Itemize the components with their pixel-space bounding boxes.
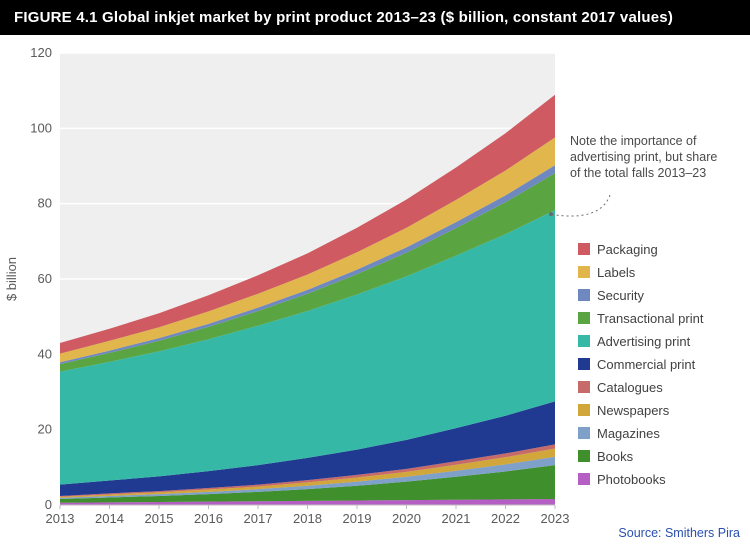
- source-text: Source: Smithers Pira: [618, 526, 740, 540]
- legend-label: Catalogues: [597, 380, 663, 395]
- y-tick-label: 120: [30, 45, 52, 60]
- legend-item-catalogues: Catalogues: [578, 380, 663, 395]
- x-tick-label: 2023: [541, 511, 570, 526]
- legend-label: Commercial print: [597, 357, 696, 372]
- y-tick-label: 0: [45, 497, 52, 512]
- legend-label: Packaging: [597, 242, 658, 257]
- legend-label: Labels: [597, 265, 636, 280]
- legend-label: Advertising print: [597, 334, 691, 349]
- legend-item-labels: Labels: [578, 265, 636, 280]
- legend-item-books: Books: [578, 449, 634, 464]
- x-tick-label: 2015: [145, 511, 174, 526]
- legend-label: Magazines: [597, 426, 660, 441]
- x-tick-label: 2019: [343, 511, 372, 526]
- annotation-text: of the total falls 2013–23: [570, 166, 706, 180]
- annotation-text: Note the importance of: [570, 134, 697, 148]
- legend-item-packaging: Packaging: [578, 242, 658, 257]
- y-tick-label: 100: [30, 120, 52, 135]
- legend-item-magazines: Magazines: [578, 426, 660, 441]
- y-tick-label: 80: [38, 196, 52, 211]
- legend-label: Photobooks: [597, 472, 666, 487]
- y-tick-label: 20: [38, 422, 52, 437]
- legend-label: Security: [597, 288, 644, 303]
- x-tick-label: 2014: [95, 511, 124, 526]
- x-tick-label: 2022: [491, 511, 520, 526]
- legend-item-photobooks: Photobooks: [578, 472, 666, 487]
- y-axis-label: $ billion: [4, 257, 19, 301]
- legend-item-security: Security: [578, 288, 644, 303]
- stacked-area-chart: 0 20 40 60 80 100 120 $ billion 2013 2014 2015 2016…: [0, 35, 750, 543]
- y-tick-label: 60: [38, 271, 52, 286]
- x-tick-label: 2017: [244, 511, 273, 526]
- x-tick-label: 2013: [46, 511, 75, 526]
- x-tick-label: 2020: [392, 511, 421, 526]
- x-tick-label: 2016: [194, 511, 223, 526]
- legend-item-transactional-print: Transactional print: [578, 311, 704, 326]
- figure-title: FIGURE 4.1 Global inkjet market by print…: [0, 0, 750, 35]
- annotation-leader: [549, 195, 610, 216]
- legend-item-commercial-print: Commercial print: [578, 357, 696, 372]
- legend-label: Newspapers: [597, 403, 670, 418]
- legend-item-advertising-print: Advertising print: [578, 334, 691, 349]
- annotation-text: advertising print, but share: [570, 150, 717, 164]
- legend-label: Transactional print: [597, 311, 704, 326]
- y-tick-label: 40: [38, 346, 52, 361]
- legend-label: Books: [597, 449, 634, 464]
- x-tick-label: 2021: [442, 511, 471, 526]
- annotation-point: [549, 212, 553, 216]
- chart-container: 0 20 40 60 80 100 120 $ billion 2013 2014 2015 2016…: [0, 35, 750, 543]
- x-tick-label: 2018: [293, 511, 322, 526]
- legend-item-newspapers: Newspapers: [578, 403, 670, 418]
